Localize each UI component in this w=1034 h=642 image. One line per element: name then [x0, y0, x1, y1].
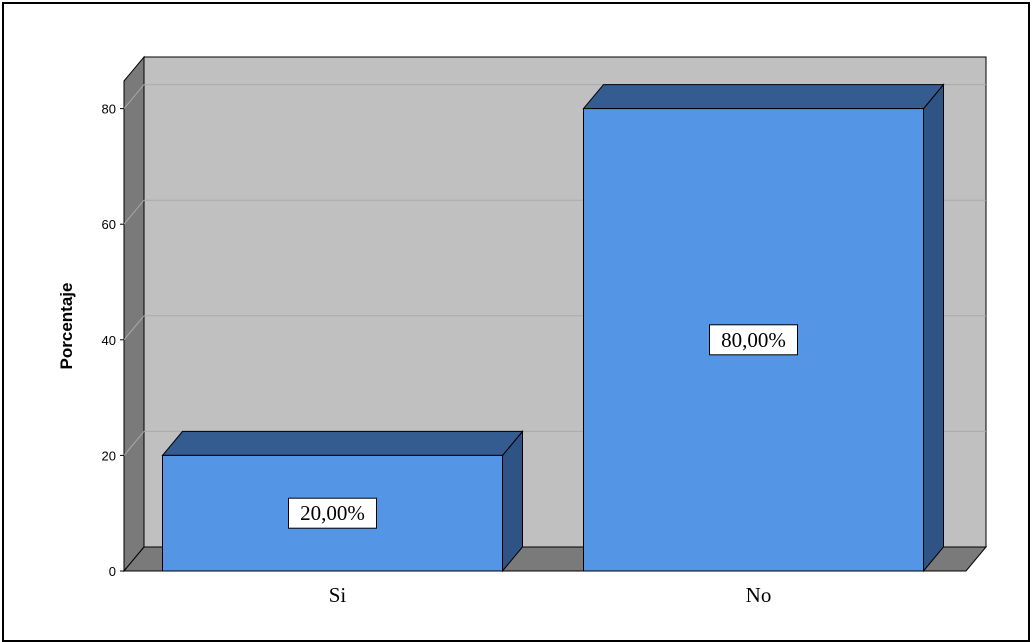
x-category-label: Si	[329, 583, 347, 607]
y-tick-label: 80	[102, 102, 116, 117]
gridline-side	[123, 84, 145, 109]
gridline-side	[123, 431, 145, 456]
y-tick-label: 40	[102, 333, 116, 348]
gridline-side	[123, 199, 145, 225]
gridline-side	[123, 315, 145, 341]
bar-top-face	[161, 430, 524, 456]
bar-top-face	[582, 84, 945, 110]
bar-no: 80,00%	[582, 83, 945, 573]
data-label-box	[709, 324, 798, 356]
data-label-box	[288, 497, 377, 529]
side-wall	[123, 55, 145, 573]
y-tick-label: 0	[109, 564, 116, 579]
bars: 20,00% 80,00%	[161, 83, 945, 573]
y-axis-ticks: 0 20 40 60 80	[102, 102, 124, 579]
bar-chart: 20,00% 80,00% 0 20 40 60 80 Si No Porcentaje	[57, 55, 988, 607]
data-label: 20,00%	[300, 501, 365, 525]
y-tick-label: 20	[102, 448, 116, 463]
bar-side-face	[923, 83, 944, 573]
data-label: 80,00%	[721, 328, 786, 352]
x-category-label: No	[746, 583, 772, 607]
y-axis-label: Porcentaje	[57, 283, 76, 370]
bar-si: 20,00%	[161, 430, 524, 573]
x-axis-categories: Si No	[329, 583, 772, 607]
y-tick-label: 60	[102, 217, 116, 232]
